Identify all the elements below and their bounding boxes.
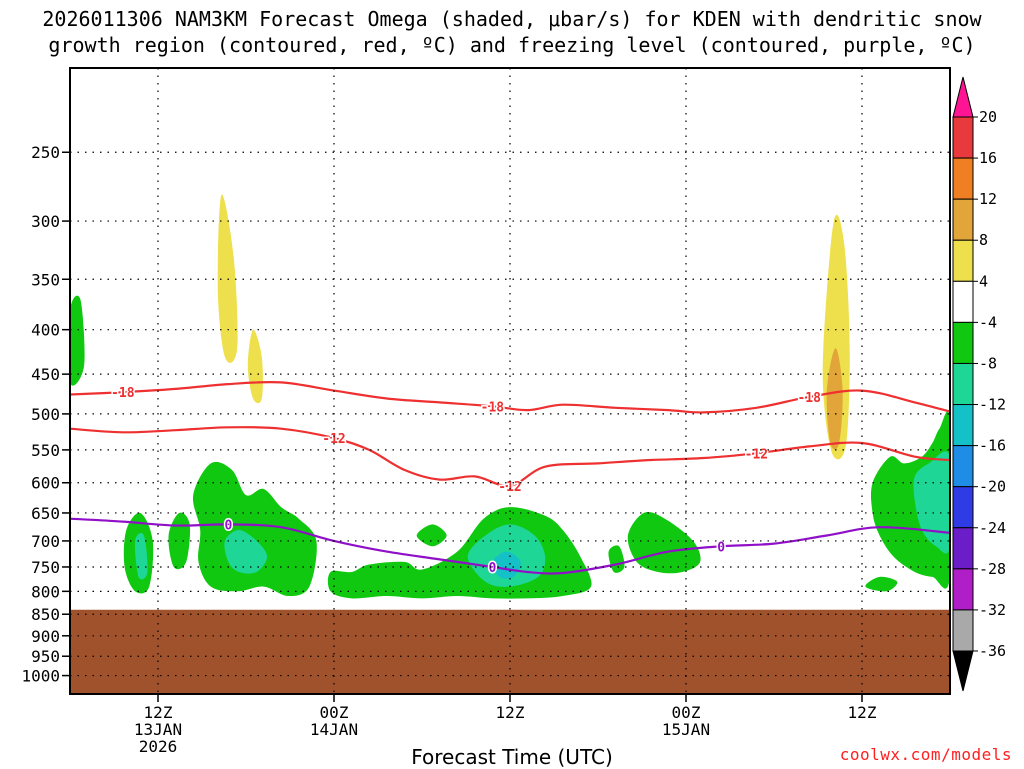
watermark: coolwx.com/models (839, 745, 1012, 764)
colorbar-top-arrow (952, 76, 974, 118)
y-tick-label-900: 900 (31, 627, 60, 646)
y-tick-label-350: 350 (31, 270, 60, 289)
colorbar-segment-0 (952, 116, 974, 159)
colorbar-label-11: -28 (979, 560, 1006, 578)
colorbar-label-10: -24 (979, 519, 1006, 537)
omega-region-20 (327, 507, 592, 599)
omega-region-23 (627, 512, 701, 574)
omega-region-8 (606, 68, 673, 440)
colorbar-label-4: 4 (979, 272, 988, 290)
y-tick-label-650: 650 (31, 504, 60, 523)
freezing-level-line-label-1: 0 (488, 561, 496, 576)
x-tick-label-4-0: 12Z (848, 703, 877, 722)
omega-region-28 (913, 451, 950, 554)
y-tick-label-300: 300 (31, 212, 60, 231)
omega-region-13 (888, 78, 950, 398)
omega-region-0 (104, 149, 128, 358)
omega-region-16 (134, 533, 148, 580)
isotherm-12 (70, 426, 950, 488)
x-axis-title: Forecast Time (UTC) (411, 745, 613, 769)
colorbar-label-7: -12 (979, 396, 1006, 414)
y-tick-label-400: 400 (31, 321, 60, 340)
isotherm-18-label-2: -18 (797, 391, 821, 406)
isotherm-12-label-0: -12 (322, 432, 345, 447)
chart-title-line-2: growth region (contoured, red, ºC) and f… (48, 33, 976, 57)
omega-region-4 (247, 329, 263, 404)
y-tick-label-500: 500 (31, 405, 60, 424)
colorbar-segment-12 (952, 609, 974, 652)
colorbar-label-2: 12 (979, 190, 997, 208)
y-tick-label-550: 550 (31, 441, 60, 460)
ground-surface (70, 609, 950, 694)
omega-region-18 (192, 461, 317, 596)
colorbar-label-0: 20 (979, 108, 997, 126)
colorbar-segment-4 (952, 280, 974, 323)
isotherm-12-label-1: -12 (498, 480, 521, 495)
x-tick-label-0-2: 2026 (139, 737, 178, 756)
freezing-level-line (70, 517, 950, 575)
colorbar-segment-11 (952, 568, 974, 611)
y-axis: 250 300 350 400 450 500 550 600 650 700 750 800 850 9… (21, 143, 70, 686)
colorbar-label-9: -20 (979, 478, 1006, 496)
chart-title-line-1: 2026011306 NAM3KM Forecast Omega (shaded… (42, 7, 982, 31)
omega-region-26 (865, 576, 898, 592)
colorbar-label-6: -8 (979, 354, 997, 372)
colorbar-segment-5 (952, 321, 974, 364)
x-tick-label-1-0: 00Z (320, 703, 349, 722)
y-tick-label-1000: 1000 (21, 667, 60, 686)
colorbar-segment-6 (952, 362, 974, 406)
y-tick-label-250: 250 (31, 143, 60, 162)
x-tick-label-3-0: 00Z (672, 703, 701, 722)
omega-region-1 (148, 441, 176, 508)
x-tick-label-2-0: 12Z (496, 703, 525, 722)
omega-region-12 (826, 348, 843, 450)
y-tick-label-600: 600 (31, 474, 60, 493)
x-tick-label-0-0: 12Z (144, 703, 173, 722)
colorbar-segment-1 (952, 157, 974, 200)
omega-region-6 (457, 161, 530, 430)
y-tick-label-800: 800 (31, 582, 60, 601)
freezing-level-line-label-0: 0 (224, 518, 232, 533)
y-tick-label-450: 450 (31, 365, 60, 384)
omega-region-17 (168, 512, 191, 570)
plot-area: -18 -18 -18 -12 -12 -12 0 0 0 (70, 68, 950, 694)
colorbar-label-8: -16 (979, 437, 1006, 455)
omega-region-7 (566, 347, 590, 422)
omega-region-24 (416, 524, 447, 547)
x-tick-label-3-1: 15JAN (662, 720, 710, 739)
colorbar: 20 16 12 8 4 -4 -8 -12 -16 -20 -24 -28 -32 -36 (952, 76, 1006, 692)
colorbar-label-13: -36 (979, 642, 1006, 660)
omega-region-27 (870, 411, 950, 589)
isotherm-12-label-2: -12 (745, 447, 768, 462)
isotherm-18-label-0: -18 (111, 386, 135, 401)
colorbar-label-12: -32 (979, 601, 1006, 619)
x-tick-label-1-1: 14JAN (310, 720, 358, 739)
omega-region-14 (70, 295, 85, 386)
colorbar-segment-9 (952, 486, 974, 529)
y-tick-label-950: 950 (31, 647, 60, 666)
y-tick-label-700: 700 (31, 532, 60, 551)
omega-region-9 (677, 207, 697, 334)
colorbar-bottom-arrow (952, 650, 974, 692)
omega-region-5 (344, 288, 398, 472)
colorbar-segment-10 (952, 527, 974, 570)
colorbar-label-3: 8 (979, 231, 988, 249)
omega-region-22 (492, 551, 521, 579)
y-tick-label-750: 750 (31, 558, 60, 577)
isotherm-18-label-1: -18 (481, 400, 505, 415)
colorbar-label-5: -4 (979, 313, 997, 331)
freezing-level-line-label-2: 0 (717, 540, 725, 555)
colorbar-segment-8 (952, 445, 974, 488)
omega-region-25 (608, 545, 625, 573)
y-tick-label-850: 850 (31, 605, 60, 624)
isotherm-18 (70, 380, 950, 414)
colorbar-segment-7 (952, 404, 974, 447)
colorbar-segment-3 (952, 239, 974, 282)
x-tick-label-0-1: 13JAN (134, 720, 182, 739)
colorbar-segment-2 (952, 198, 974, 241)
colorbar-label-1: 16 (979, 149, 997, 167)
